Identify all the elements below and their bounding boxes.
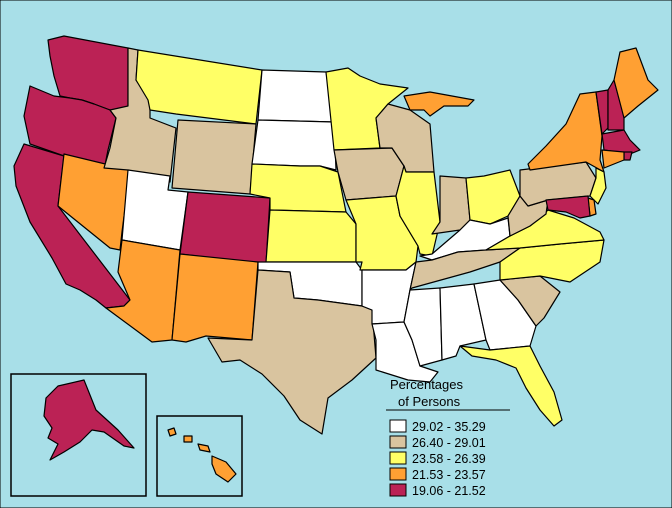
legend-label-1: 26.40 - 29.01 bbox=[412, 436, 486, 450]
state-NH bbox=[607, 79, 625, 131]
state-HI bbox=[211, 455, 237, 483]
hawaii-inset-frame bbox=[156, 415, 243, 497]
state-HI-group bbox=[167, 427, 237, 483]
legend-label-4: 19.06 - 21.52 bbox=[412, 484, 486, 498]
legend: Percentages of Persons 29.02 - 35.29 26.4… bbox=[386, 377, 510, 498]
state-NM bbox=[171, 253, 259, 343]
state-IL bbox=[395, 165, 441, 257]
state-CT bbox=[601, 149, 625, 169]
state-HI-islet-3 bbox=[197, 443, 211, 453]
state-HI-islet-2 bbox=[183, 435, 193, 443]
legend-swatch-2 bbox=[389, 451, 407, 465]
legend-label-3: 21.53 - 23.57 bbox=[412, 468, 486, 482]
states-layer bbox=[13, 35, 659, 435]
state-WY bbox=[171, 119, 257, 195]
state-ND bbox=[257, 69, 335, 123]
state-NJ bbox=[589, 167, 607, 205]
legend-rows: 29.02 - 35.29 26.40 - 29.01 23.58 - 26.39 2… bbox=[389, 419, 486, 498]
state-IA bbox=[333, 147, 405, 201]
legend-label-0: 29.02 - 35.29 bbox=[412, 420, 486, 434]
legend-swatch-4 bbox=[389, 483, 407, 497]
legend-swatch-1 bbox=[389, 435, 407, 449]
state-HI-islet-1 bbox=[167, 427, 177, 437]
legend-swatch-0 bbox=[389, 419, 407, 433]
state-RI bbox=[623, 151, 633, 161]
state-FL bbox=[459, 345, 563, 427]
state-CA bbox=[13, 143, 131, 309]
state-KS bbox=[265, 209, 357, 263]
state-AK bbox=[43, 379, 135, 461]
legend-swatch-3 bbox=[389, 467, 407, 481]
state-TX bbox=[207, 269, 377, 435]
alaska-inset-frame bbox=[10, 373, 147, 497]
legend-title-line1: Percentages bbox=[390, 377, 463, 392]
state-MD bbox=[545, 195, 591, 219]
legend-label-2: 23.58 - 26.39 bbox=[412, 452, 486, 466]
state-ME bbox=[613, 47, 659, 119]
state-SD bbox=[251, 119, 337, 171]
state-MI bbox=[403, 91, 475, 117]
state-CO bbox=[179, 191, 271, 265]
legend-title-line2: of Persons bbox=[398, 394, 461, 409]
